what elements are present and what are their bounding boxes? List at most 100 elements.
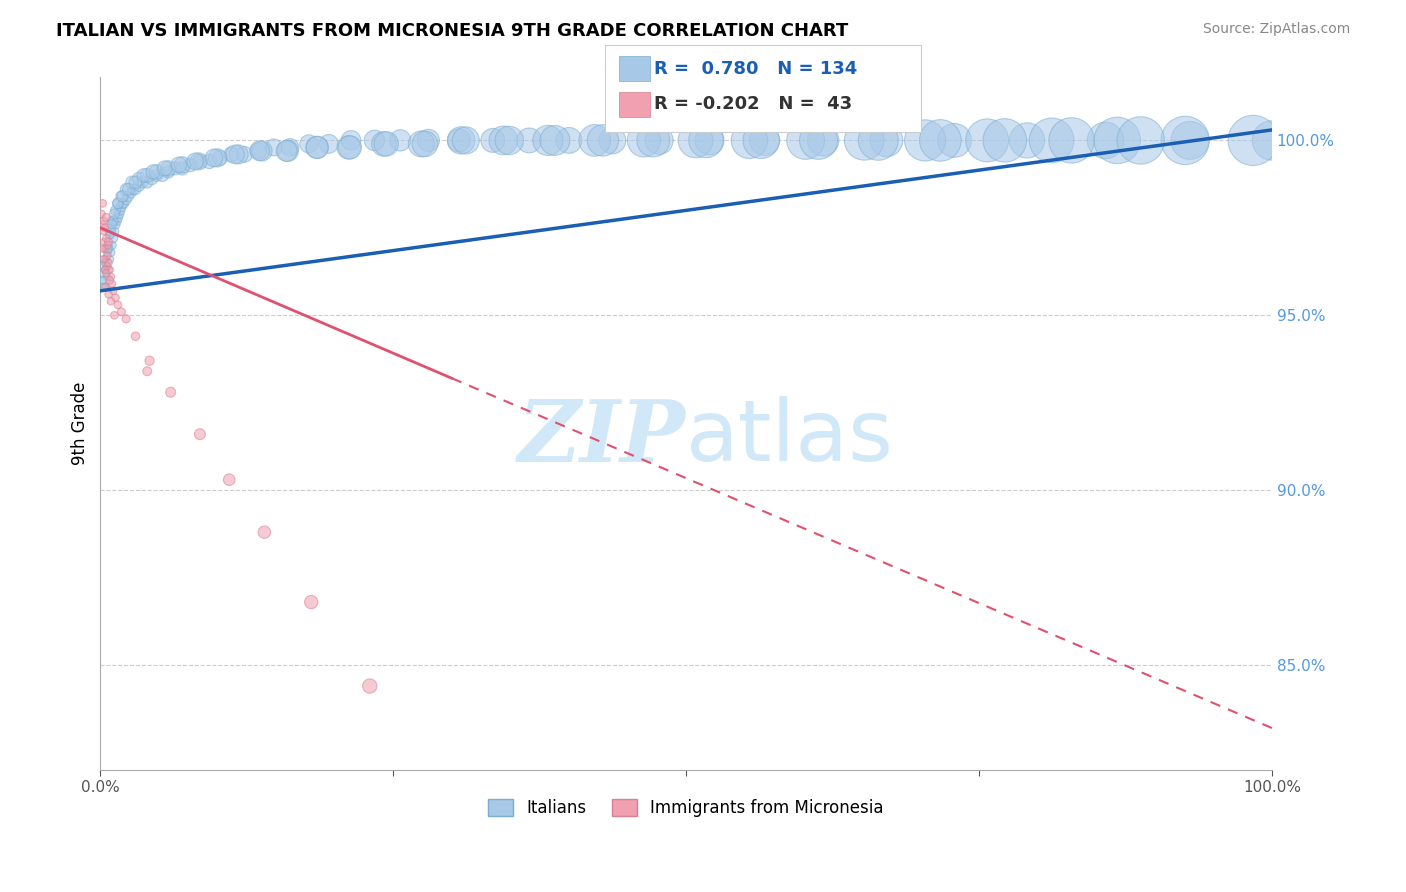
- Point: [128, 178, 150, 193]
- Point: [96, 280, 118, 294]
- Point: [104, 203, 127, 218]
- Point: [418, 133, 440, 147]
- Point: [153, 161, 176, 176]
- Point: [111, 189, 134, 203]
- Text: R = -0.202   N =  43: R = -0.202 N = 43: [654, 95, 852, 113]
- Point: [90, 207, 112, 221]
- Point: [250, 144, 273, 158]
- Point: [96, 245, 118, 260]
- Point: [157, 161, 180, 176]
- Point: [107, 196, 129, 211]
- Point: [103, 207, 125, 221]
- Point: [100, 220, 122, 235]
- Point: [121, 175, 143, 189]
- Point: [1040, 133, 1063, 147]
- Point: [97, 287, 120, 301]
- Point: [633, 133, 655, 147]
- Point: [517, 133, 540, 147]
- Text: ITALIAN VS IMMIGRANTS FROM MICRONESIA 9TH GRADE CORRELATION CHART: ITALIAN VS IMMIGRANTS FROM MICRONESIA 9T…: [56, 22, 848, 40]
- Point: [685, 133, 707, 147]
- Point: [142, 165, 165, 179]
- Point: [91, 266, 114, 280]
- Point: [115, 182, 138, 196]
- Point: [794, 133, 817, 147]
- Point: [94, 280, 117, 294]
- Point: [132, 169, 155, 183]
- Point: [253, 525, 276, 540]
- Point: [754, 133, 776, 147]
- Point: [104, 291, 127, 305]
- Point: [167, 158, 190, 172]
- Point: [187, 154, 209, 169]
- Point: [263, 140, 285, 154]
- Point: [643, 133, 665, 147]
- Point: [228, 147, 250, 161]
- Point: [93, 214, 115, 228]
- Point: [198, 154, 221, 169]
- Point: [101, 218, 124, 232]
- Point: [93, 280, 115, 294]
- Point: [96, 266, 118, 280]
- Point: [96, 260, 118, 274]
- Point: [112, 196, 135, 211]
- Text: atlas: atlas: [686, 396, 894, 479]
- Point: [96, 252, 118, 267]
- Point: [180, 158, 202, 172]
- Point: [94, 262, 117, 277]
- Point: [738, 133, 761, 147]
- Point: [868, 133, 890, 147]
- Point: [136, 364, 159, 378]
- Point: [307, 140, 329, 154]
- Point: [1129, 133, 1152, 147]
- Point: [111, 196, 134, 211]
- Point: [131, 175, 153, 189]
- Point: [695, 133, 717, 147]
- Point: [699, 133, 721, 147]
- Point: [93, 235, 115, 249]
- Point: [307, 140, 329, 154]
- Point: [124, 182, 146, 196]
- Point: [97, 242, 120, 256]
- Point: [104, 218, 127, 232]
- Point: [218, 473, 240, 487]
- Point: [96, 211, 118, 225]
- Point: [583, 133, 606, 147]
- Point: [100, 294, 122, 309]
- Point: [108, 207, 131, 221]
- Point: [537, 133, 560, 147]
- Point: [1107, 133, 1129, 147]
- Point: [91, 273, 114, 287]
- Point: [94, 220, 117, 235]
- Point: [247, 144, 270, 158]
- Point: [96, 242, 118, 256]
- Point: [1241, 133, 1264, 147]
- Point: [101, 277, 124, 291]
- Point: [107, 196, 129, 211]
- Point: [807, 133, 830, 147]
- Point: [648, 133, 671, 147]
- Point: [943, 133, 966, 147]
- Point: [172, 161, 194, 176]
- Point: [103, 224, 125, 238]
- Point: [976, 133, 998, 147]
- Point: [544, 133, 567, 147]
- Point: [138, 353, 160, 368]
- Point: [339, 140, 361, 154]
- Point: [929, 133, 952, 147]
- Point: [97, 262, 120, 277]
- Point: [159, 385, 181, 400]
- Point: [233, 147, 256, 161]
- Point: [93, 273, 115, 287]
- Point: [93, 252, 115, 267]
- Point: [853, 133, 876, 147]
- Point: [278, 140, 301, 154]
- Point: [1174, 133, 1197, 147]
- Point: [221, 147, 243, 161]
- Point: [110, 203, 132, 218]
- Point: [97, 235, 120, 249]
- Point: [224, 147, 246, 161]
- Point: [1060, 133, 1083, 147]
- Point: [96, 269, 118, 284]
- Point: [110, 200, 132, 214]
- Point: [188, 427, 211, 442]
